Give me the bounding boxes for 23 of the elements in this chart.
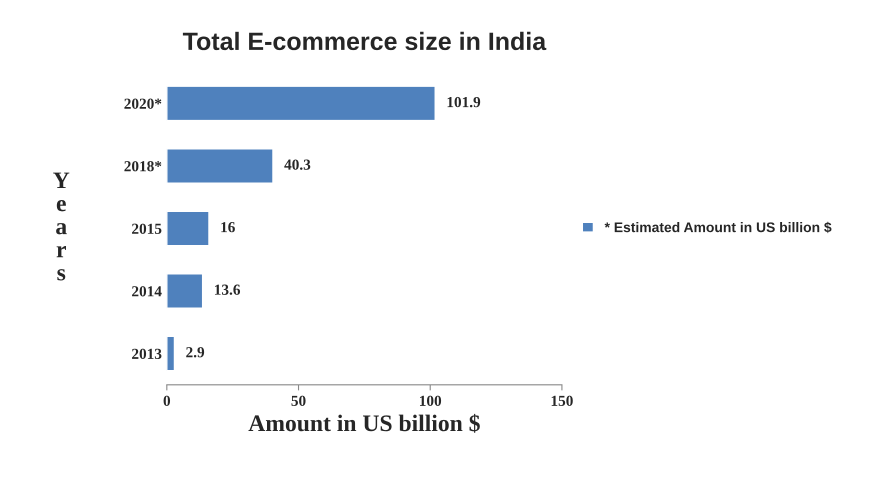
- legend-label: * Estimated Amount in US billion $: [604, 222, 832, 234]
- y-axis-title: Years: [53, 172, 70, 280]
- x-tick-label: 50: [291, 396, 306, 406]
- bar: [166, 336, 176, 372]
- x-tick-label: 100: [420, 396, 442, 406]
- bar: [166, 273, 204, 309]
- y-tick-label: 2015: [132, 224, 162, 234]
- data-label: 40.3: [284, 159, 310, 170]
- data-label: 101.9: [448, 96, 480, 108]
- data-label: 2.9: [186, 347, 204, 358]
- data-label: 16: [221, 222, 235, 232]
- data-label: 13.6: [214, 284, 240, 295]
- chart-title: Total E-commerce size in India: [182, 32, 546, 50]
- y-tick-label: 2013: [132, 348, 162, 359]
- bar: [166, 210, 210, 246]
- x-tick-label: 150: [552, 396, 573, 406]
- x-axis-title: Amount in US billion $: [248, 414, 480, 433]
- y-tick-label: 2018*: [124, 161, 162, 172]
- bar: [166, 148, 274, 184]
- y-tick-label: 2014: [132, 286, 162, 296]
- x-tick-label: 0: [164, 396, 170, 406]
- y-tick-label: 2020*: [124, 98, 162, 109]
- bar: [166, 86, 436, 122]
